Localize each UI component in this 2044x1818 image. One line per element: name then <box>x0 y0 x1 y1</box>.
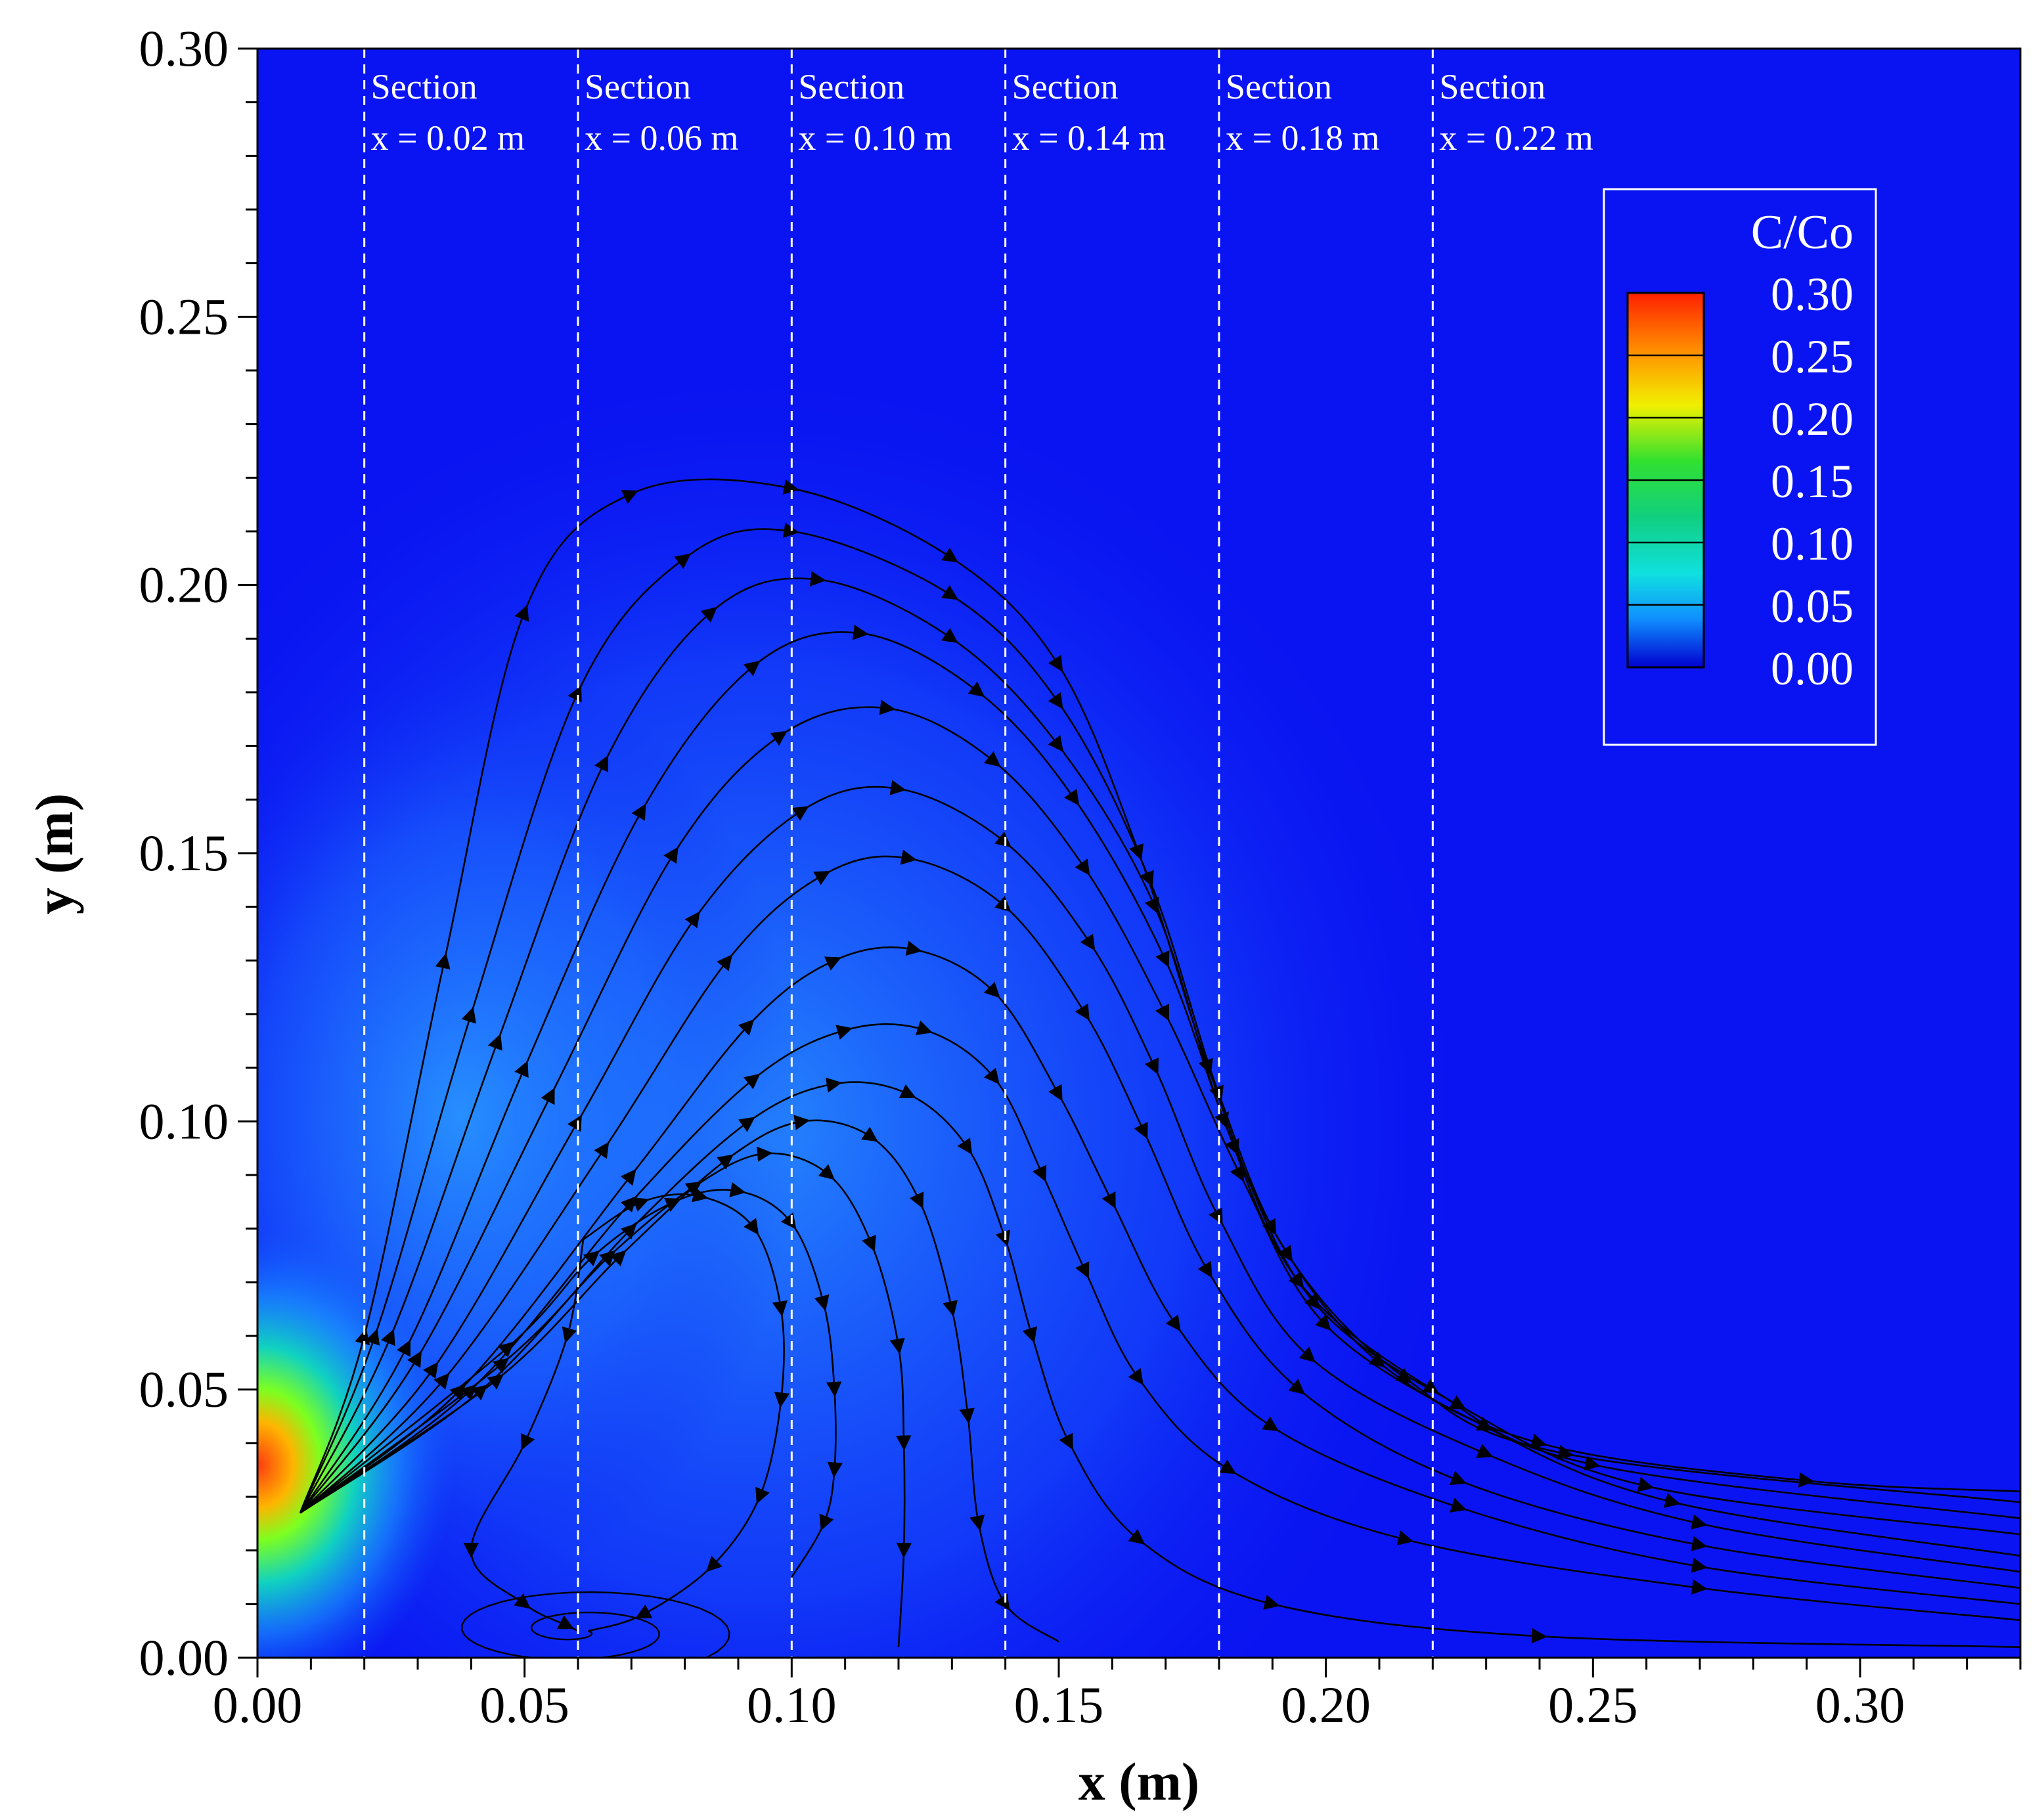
colorbar-level-label: 0.00 <box>1771 642 1854 695</box>
y-tick-label: 0.15 <box>139 824 229 881</box>
x-tick-label: 0.00 <box>213 1676 303 1733</box>
section-lines: Section x = 0.02 m Section x = 0.06 m Sectio… <box>363 49 1593 1658</box>
y-tick-label: 0.30 <box>139 20 229 77</box>
y-tick-label: 0.20 <box>139 556 229 613</box>
colorbar-level-label: 0.25 <box>1771 330 1854 383</box>
x-tick-label: 0.20 <box>1281 1676 1371 1733</box>
y-tick-label: 0.10 <box>139 1092 229 1149</box>
y-axis-label: y (m) <box>24 793 84 914</box>
x-axis: 0.00 0.05 0.10 0.15 0.20 0.25 0.30 <box>213 1658 2022 1733</box>
section-label: x = 0.02 m <box>371 118 525 158</box>
x-tick-label: 0.15 <box>1014 1676 1104 1733</box>
recirculation-spiral <box>461 1591 730 1658</box>
y-tick-label: 0.25 <box>139 288 229 345</box>
colorbar-level-label: 0.20 <box>1771 393 1854 445</box>
section-heading: Section <box>1226 67 1332 106</box>
section-heading: Section <box>798 67 904 106</box>
x-tick-label: 0.30 <box>1815 1676 1905 1733</box>
colorbar-levels: 0.30 0.25 0.20 0.15 0.10 0.05 0.00 <box>1628 268 1854 695</box>
section-label: x = 0.22 m <box>1439 118 1593 158</box>
y-axis: 0.00 0.05 0.10 0.15 0.20 0.25 0.30 <box>139 20 257 1686</box>
x-tick-label: 0.25 <box>1548 1676 1638 1733</box>
x-axis-label: x (m) <box>1078 1752 1199 1811</box>
section-label: x = 0.14 m <box>1012 118 1166 158</box>
colorbar-level-label: 0.15 <box>1771 455 1854 508</box>
colorbar-title: C/Co <box>1751 206 1854 259</box>
section-heading: Section <box>371 67 478 106</box>
streamline <box>463 1239 585 1632</box>
y-tick-label: 0.05 <box>139 1361 229 1418</box>
section-label: x = 0.10 m <box>798 118 952 158</box>
x-tick-label: 0.10 <box>747 1676 837 1733</box>
section-heading: Section <box>585 67 691 106</box>
section-heading: Section <box>1012 67 1119 106</box>
colorbar-legend: C/Co 0.30 0.25 0.20 0.15 0.10 0.05 0.00 <box>1603 188 1877 746</box>
plot-area: Section x = 0.02 m Section x = 0.06 m Sectio… <box>256 47 2022 1659</box>
colorbar-level-label: 0.05 <box>1771 580 1854 632</box>
x-tick-label: 0.05 <box>479 1676 569 1733</box>
section-label: x = 0.06 m <box>585 118 738 158</box>
y-tick-label: 0.00 <box>139 1629 229 1686</box>
colorbar-level-label: 0.10 <box>1771 518 1854 570</box>
streamline <box>583 1187 790 1632</box>
colorbar-frame <box>1603 188 1877 746</box>
section-label: x = 0.18 m <box>1226 118 1379 158</box>
section-heading: Section <box>1439 67 1545 106</box>
colorbar-level-label: 0.30 <box>1771 268 1854 321</box>
